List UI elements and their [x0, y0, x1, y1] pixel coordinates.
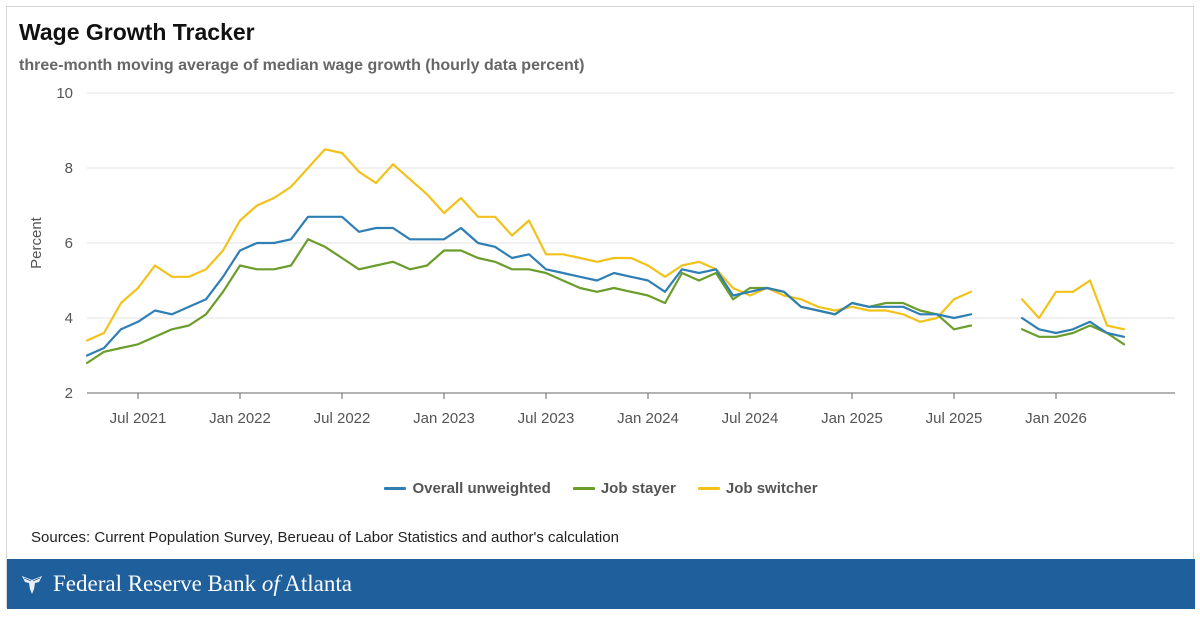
series-line-overall — [85, 215, 1126, 357]
x-tick-label: Jan 2022 — [209, 410, 271, 427]
chart-card: Wage Growth Tracker three-month moving a… — [6, 6, 1195, 609]
x-tick-label: Jul 2022 — [314, 410, 371, 427]
legend-swatch-overall — [384, 487, 407, 490]
legend-label-stayer: Job stayer — [600, 480, 676, 497]
x-tick-label: Jul 2023 — [518, 410, 575, 427]
y-tick-label: 4 — [65, 310, 73, 327]
legend-swatch-stayer — [572, 487, 595, 490]
legend-item-overall[interactable]: Overall unweighted — [384, 480, 551, 497]
footer-name-part1: Federal Reserve Bank — [53, 571, 262, 596]
sources-note: Sources: Current Population Survey, Beru… — [31, 529, 619, 546]
line-chart: 2 4 6 8 10 Percent Jul 2021 Jan 2022 Jul 2022 Jan… — [28, 85, 1175, 427]
x-tick-label: Jan 2026 — [1025, 410, 1087, 427]
x-tick-label: Jan 2024 — [617, 410, 679, 427]
chart-subtitle: three-month moving average of median wag… — [19, 57, 585, 74]
chart-legend: Overall unweighted Job stayer Job switch… — [7, 480, 1195, 497]
series-line-stayer — [85, 238, 1126, 365]
y-tick-label: 6 — [65, 235, 73, 252]
page-title: Wage Growth Tracker — [19, 19, 255, 45]
footer-bar: Federal Reserve Bank of Atlanta — [7, 559, 1195, 609]
x-tick-label: Jul 2025 — [926, 410, 983, 427]
x-tick-label: Jan 2025 — [821, 410, 883, 427]
legend-label-overall: Overall unweighted — [412, 480, 551, 497]
legend-item-stayer[interactable]: Job stayer — [572, 480, 676, 497]
legend-item-switcher[interactable]: Job switcher — [697, 480, 818, 497]
x-tick-label: Jan 2023 — [413, 410, 475, 427]
eagle-icon — [22, 576, 42, 594]
y-tick-label: 2 — [65, 385, 73, 402]
fed-atlanta-logo[interactable]: Federal Reserve Bank of Atlanta — [19, 571, 352, 597]
y-tick-label: 10 — [56, 85, 73, 102]
x-tick-label: Jul 2021 — [110, 410, 167, 427]
legend-swatch-switcher — [697, 487, 720, 490]
series-line-switcher — [85, 148, 1126, 342]
footer-name-part2: Atlanta — [279, 571, 352, 596]
y-axis-title: Percent — [28, 216, 45, 269]
y-tick-label: 8 — [65, 160, 73, 177]
legend-label-switcher: Job switcher — [725, 480, 818, 497]
x-tick-label: Jul 2024 — [722, 410, 779, 427]
footer-name-of: of — [261, 571, 280, 596]
